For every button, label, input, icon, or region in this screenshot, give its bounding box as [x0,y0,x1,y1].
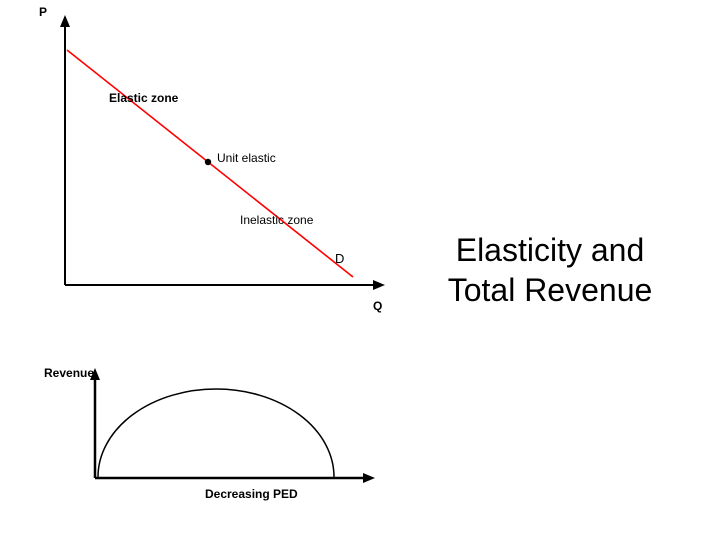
revenue-curve [98,389,334,477]
unit-elastic-dot-icon [205,159,211,165]
p-axis-label: P [39,5,47,19]
decreasing-ped-label: Decreasing PED [205,487,298,501]
charts-column: P Q Elastic zone Unit elastic Inelastic … [0,0,400,540]
revenue-chart: Revenue Decreasing PED [70,360,390,525]
page-title: Elasticity and Total Revenue [448,230,653,310]
title-line-2: Total Revenue [448,272,653,308]
y-arrowhead-icon [60,15,70,27]
q-axis-label: Q [373,299,382,313]
rev-x-arrowhead-icon [363,473,375,483]
title-column: Elasticity and Total Revenue [400,0,720,540]
inelastic-zone-label: Inelastic zone [240,213,313,227]
demand-label: D [335,251,344,266]
revenue-axis-label: Revenue [44,366,94,380]
demand-chart: P Q Elastic zone Unit elastic Inelastic … [45,5,395,325]
elastic-zone-label: Elastic zone [109,91,178,105]
unit-elastic-label: Unit elastic [217,151,276,165]
x-arrowhead-icon [373,280,385,290]
title-line-1: Elasticity and [456,232,645,268]
demand-chart-svg [45,5,395,325]
